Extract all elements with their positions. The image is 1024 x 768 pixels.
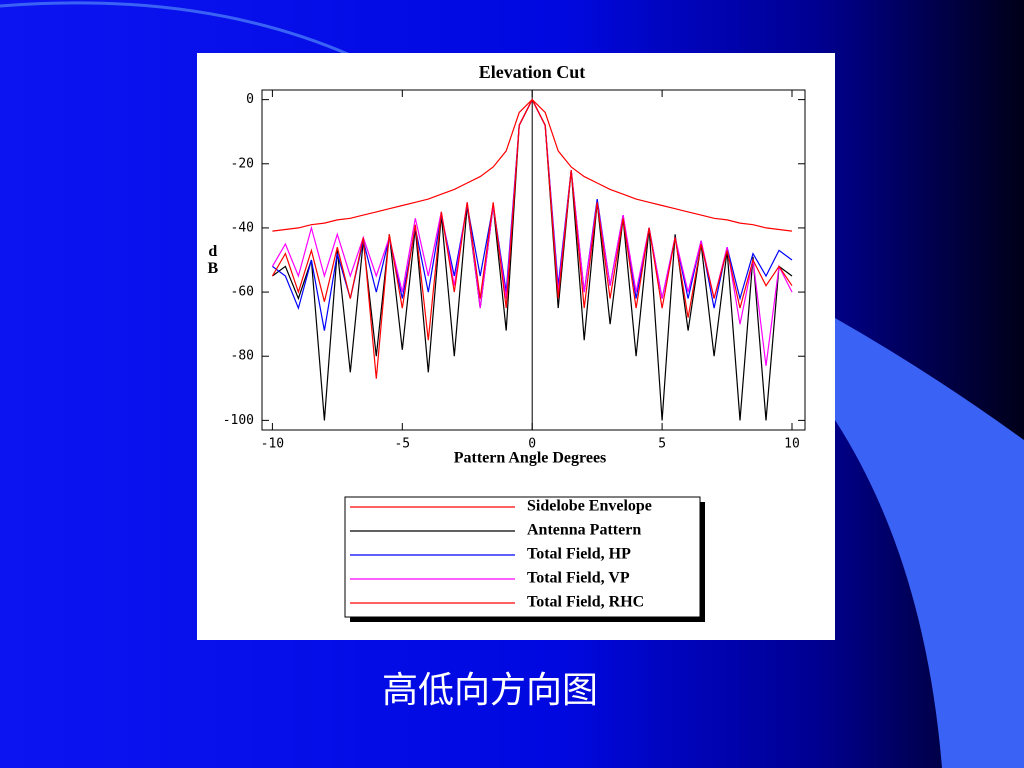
legend-label: Total Field, RHC	[527, 594, 644, 611]
decor-arc	[0, 1, 351, 57]
legend-box	[344, 496, 701, 618]
x-tick-label: -10	[261, 437, 284, 452]
y-tick-label: 0	[246, 92, 254, 107]
y-tick-label: -80	[231, 349, 254, 364]
caption: 高低向方向图	[382, 670, 598, 711]
y-tick-label: -40	[231, 220, 254, 235]
legend-label: Total Field, HP	[527, 546, 631, 563]
y-tick-label: -100	[223, 413, 254, 428]
plot: -100 -80 -60 -40 -20 0 -10 -5 0 5 10	[223, 89, 806, 452]
legend-label: Antenna Pattern	[527, 522, 641, 539]
legend-label: Sidelobe Envelope	[527, 498, 652, 515]
x-tick-label: 5	[658, 437, 666, 452]
x-tick-label: 10	[784, 437, 800, 452]
legend-label: Total Field, VP	[527, 570, 630, 587]
x-tick-label: 0	[528, 437, 536, 452]
y-axis-label: dB	[204, 243, 221, 277]
y-tick-label: -20	[231, 156, 254, 171]
chart-title: Elevation Cut	[479, 62, 586, 82]
x-axis-label: Pattern Angle Degrees	[454, 450, 607, 467]
plot-frame	[261, 89, 806, 431]
x-tick-label: -5	[394, 437, 410, 452]
y-tick-label: -60	[231, 285, 254, 300]
series-line	[272, 98, 793, 232]
decor-shape	[835, 318, 1024, 768]
